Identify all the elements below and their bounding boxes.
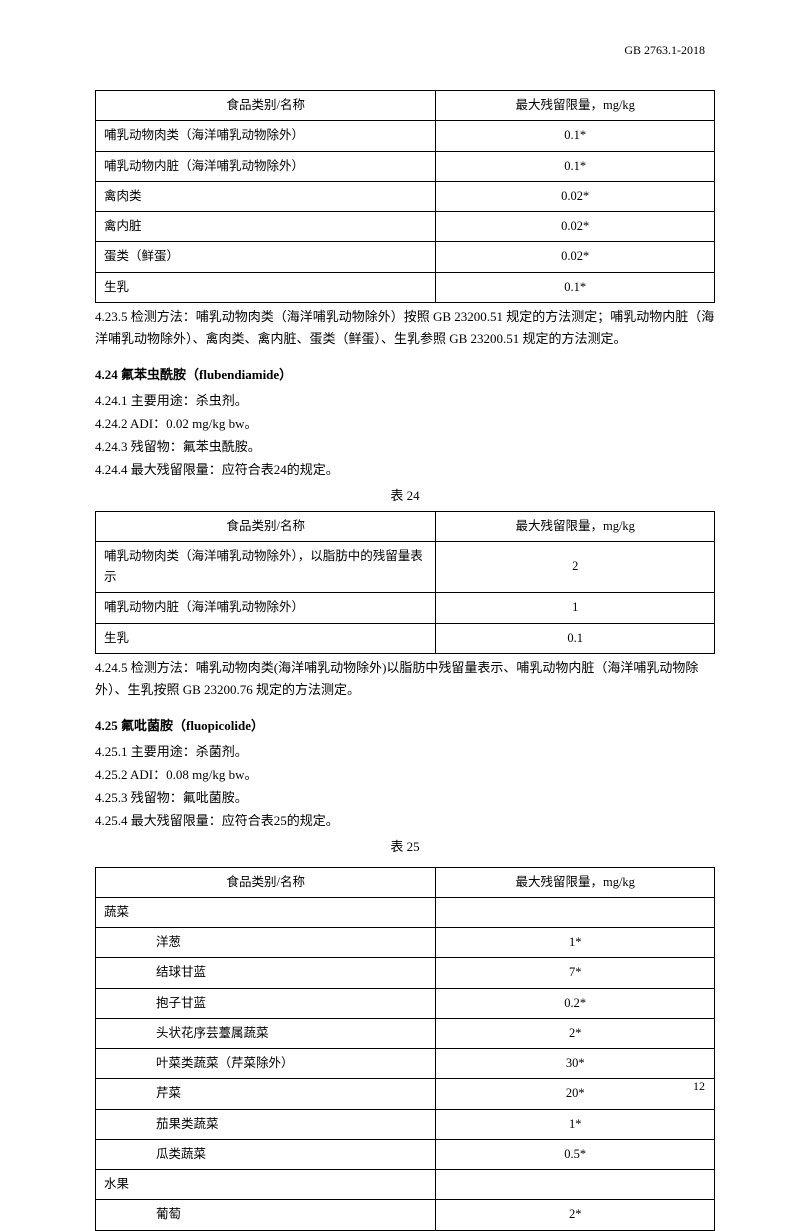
cell-name: 哺乳动物肉类（海洋哺乳动物除外） <box>96 121 436 151</box>
table-header-row: 食品类别/名称 最大残留限量，mg/kg <box>96 91 715 121</box>
table-row: 头状花序芸薹属蔬菜2* <box>96 1018 715 1048</box>
table-row: 芹菜20* <box>96 1079 715 1109</box>
table-row: 禽肉类0.02* <box>96 181 715 211</box>
table-header-row: 食品类别/名称 最大残留限量，mg/kg <box>96 511 715 541</box>
col-header-value: 最大残留限量，mg/kg <box>436 511 715 541</box>
cell-name: 瓜类蔬菜 <box>96 1139 436 1169</box>
cell-value: 0.02* <box>436 212 715 242</box>
cell-value: 0.02* <box>436 181 715 211</box>
document-header: GB 2763.1-2018 <box>624 40 705 60</box>
cell-name: 芹菜 <box>96 1079 436 1109</box>
cell-value: 0.1* <box>436 121 715 151</box>
cell-value: 2 <box>436 541 715 593</box>
cell-value: 0.1 <box>436 623 715 653</box>
cell-name: 禽肉类 <box>96 181 436 211</box>
paragraph-4-25-3: 4.25.3 残留物：氟吡菌胺。 <box>95 787 715 809</box>
cell-value: 0.2* <box>436 988 715 1018</box>
col-header-value: 最大残留限量，mg/kg <box>436 91 715 121</box>
cell-name: 洋葱 <box>96 928 436 958</box>
table-25: 食品类别/名称 最大残留限量，mg/kg 蔬菜 洋葱1* 结球甘蓝7* 抱子甘蓝… <box>95 867 715 1231</box>
cell-name: 蛋类（鲜蛋） <box>96 242 436 272</box>
table-row: 结球甘蓝7* <box>96 958 715 988</box>
paragraph-4-24-2: 4.24.2 ADI：0.02 mg/kg bw。 <box>95 413 715 435</box>
paragraph-4-25-2: 4.25.2 ADI：0.08 mg/kg bw。 <box>95 764 715 786</box>
table-row: 哺乳动物内脏（海洋哺乳动物除外）1 <box>96 593 715 623</box>
table-row: 叶菜类蔬菜（芹菜除外）30* <box>96 1049 715 1079</box>
paragraph-4-25-1: 4.25.1 主要用途：杀菌剂。 <box>95 741 715 763</box>
cell-name: 叶菜类蔬菜（芹菜除外） <box>96 1049 436 1079</box>
cell-name: 头状花序芸薹属蔬菜 <box>96 1018 436 1048</box>
section-title-4-24: 4.24 氟苯虫酰胺（flubendiamide） <box>95 364 715 386</box>
table-group-row: 水果 <box>96 1170 715 1200</box>
col-header-name: 食品类别/名称 <box>96 511 436 541</box>
table-23: 食品类别/名称 最大残留限量，mg/kg 哺乳动物肉类（海洋哺乳动物除外）0.1… <box>95 90 715 303</box>
page-number: 12 <box>693 1076 705 1096</box>
cell-value: 20* <box>436 1079 715 1109</box>
cell-name: 哺乳动物内脏（海洋哺乳动物除外） <box>96 593 436 623</box>
paragraph-4-24-5: 4.24.5 检测方法：哺乳动物肉类(海洋哺乳动物除外)以脂肪中残留量表示、哺乳… <box>95 657 715 701</box>
cell-value: 2* <box>436 1018 715 1048</box>
cell-name: 抱子甘蓝 <box>96 988 436 1018</box>
cell-value: 0.02* <box>436 242 715 272</box>
table-row: 葡萄2* <box>96 1200 715 1230</box>
table-row: 生乳0.1* <box>96 272 715 302</box>
table-group-row: 蔬菜 <box>96 897 715 927</box>
group-label: 水果 <box>96 1170 436 1200</box>
cell-value: 7* <box>436 958 715 988</box>
cell-name: 葡萄 <box>96 1200 436 1230</box>
cell-name: 生乳 <box>96 623 436 653</box>
table-row: 哺乳动物肉类（海洋哺乳动物除外）0.1* <box>96 121 715 151</box>
table-24: 食品类别/名称 最大残留限量，mg/kg 哺乳动物肉类（海洋哺乳动物除外），以脂… <box>95 511 715 654</box>
cell-value: 0.5* <box>436 1139 715 1169</box>
paragraph-4-23-5: 4.23.5 检测方法：哺乳动物肉类（海洋哺乳动物除外）按照 GB 23200.… <box>95 306 715 350</box>
cell-value: 0.1* <box>436 151 715 181</box>
cell-name: 生乳 <box>96 272 436 302</box>
cell-value: 1 <box>436 593 715 623</box>
table-row: 洋葱1* <box>96 928 715 958</box>
col-header-value: 最大残留限量，mg/kg <box>436 867 715 897</box>
cell-value <box>436 1170 715 1200</box>
cell-name: 哺乳动物肉类（海洋哺乳动物除外），以脂肪中的残留量表示 <box>96 541 436 593</box>
table-row: 瓜类蔬菜0.5* <box>96 1139 715 1169</box>
paragraph-4-24-4: 4.24.4 最大残留限量：应符合表24的规定。 <box>95 459 715 481</box>
page-content: 食品类别/名称 最大残留限量，mg/kg 哺乳动物肉类（海洋哺乳动物除外）0.1… <box>95 90 715 1231</box>
table-25-caption: 表 25 <box>95 836 715 858</box>
cell-value <box>436 897 715 927</box>
section-title-4-25: 4.25 氟吡菌胺（fluopicolide） <box>95 715 715 737</box>
table-header-row: 食品类别/名称 最大残留限量，mg/kg <box>96 867 715 897</box>
table-row: 茄果类蔬菜1* <box>96 1109 715 1139</box>
table-row: 抱子甘蓝0.2* <box>96 988 715 1018</box>
paragraph-4-24-3: 4.24.3 残留物：氟苯虫酰胺。 <box>95 436 715 458</box>
table-24-caption: 表 24 <box>95 485 715 507</box>
cell-value: 2* <box>436 1200 715 1230</box>
cell-name: 哺乳动物内脏（海洋哺乳动物除外） <box>96 151 436 181</box>
paragraph-4-24-1: 4.24.1 主要用途：杀虫剂。 <box>95 390 715 412</box>
table-row: 生乳0.1 <box>96 623 715 653</box>
table-row: 哺乳动物肉类（海洋哺乳动物除外），以脂肪中的残留量表示2 <box>96 541 715 593</box>
col-header-name: 食品类别/名称 <box>96 867 436 897</box>
col-header-name: 食品类别/名称 <box>96 91 436 121</box>
cell-value: 1* <box>436 928 715 958</box>
cell-value: 1* <box>436 1109 715 1139</box>
table-row: 哺乳动物内脏（海洋哺乳动物除外）0.1* <box>96 151 715 181</box>
cell-name: 禽内脏 <box>96 212 436 242</box>
cell-name: 结球甘蓝 <box>96 958 436 988</box>
cell-name: 茄果类蔬菜 <box>96 1109 436 1139</box>
table-row: 禽内脏0.02* <box>96 212 715 242</box>
paragraph-4-25-4: 4.25.4 最大残留限量：应符合表25的规定。 <box>95 810 715 832</box>
cell-value: 0.1* <box>436 272 715 302</box>
table-row: 蛋类（鲜蛋）0.02* <box>96 242 715 272</box>
group-label: 蔬菜 <box>96 897 436 927</box>
cell-value: 30* <box>436 1049 715 1079</box>
